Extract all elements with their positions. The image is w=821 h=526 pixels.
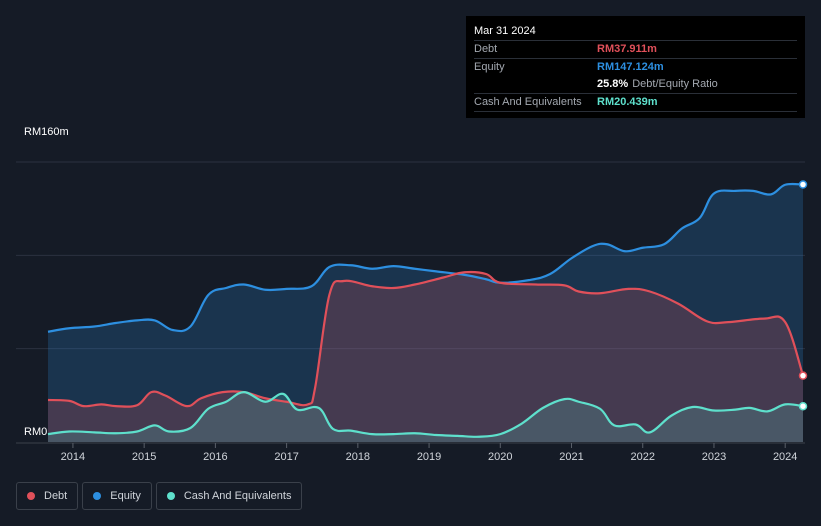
equity-dot-icon [93,492,102,500]
tooltip-row-cash: Cash And Equivalents RM20.439m [474,93,797,112]
debt-end-point [798,371,808,380]
x-tick-label: 2022 [630,451,654,463]
tooltip-date: Mar 31 2024 [474,25,536,37]
legend: Debt Equity Cash And Equivalents [16,482,303,510]
legend-item-cash[interactable]: Cash And Equivalents [155,482,303,510]
tooltip-debt-label: Debt [474,43,498,55]
tooltip-row-equity: Equity RM147.124m [474,58,797,76]
tooltip-ratio-label [474,76,597,93]
x-tick-label: 2017 [274,451,298,463]
y-bottom-label: RM0 [24,426,47,438]
x-tick-label: 2019 [417,451,441,463]
legend-equity-label: Equity [110,490,141,502]
tooltip-cash-value: RM20.439m [597,96,658,108]
x-tick-label: 2023 [702,451,726,463]
tooltip-row-ratio: 25.8% Debt/Equity Ratio [474,76,797,93]
x-tick-label: 2015 [132,451,156,463]
debt-dot-icon [27,492,35,500]
legend-debt-label: Debt [44,490,68,502]
cash-dot-icon [166,492,175,500]
x-tick-label: 2014 [61,451,85,463]
tooltip-equity-value: RM147.124m [597,61,664,73]
cash-and-equivalents-line [47,391,804,438]
x-tick-label: 2016 [203,451,227,463]
legend-cash-label: Cash And Equivalents [183,490,292,502]
equity-end-point [798,180,808,189]
tooltip-ratio-suffix: Debt/Equity Ratio [632,78,718,90]
x-tick-label: 2018 [346,451,370,463]
legend-item-equity[interactable]: Equity [82,482,152,510]
cash-and-equivalents-end-point [798,401,808,411]
x-tick-label: 2021 [559,451,583,463]
x-tick-label: 2024 [773,451,797,463]
equity-line [47,182,804,333]
equity-area [48,183,803,442]
tooltip-debt-value: RM37.911m [597,43,657,55]
tooltip-cash-label: Cash And Equivalents [474,96,582,108]
y-top-label: RM160m [24,126,69,138]
cash-and-equivalents-area [48,392,803,442]
x-tick-label: 2020 [488,451,512,463]
tooltip-equity-label: Equity [474,61,505,73]
tooltip: Mar 31 2024 Debt RM37.911m Equity RM147.… [466,16,805,118]
debt-area [48,271,803,442]
legend-item-debt[interactable]: Debt [16,482,79,510]
tooltip-row-debt: Debt RM37.911m [474,40,797,58]
debt-line [47,270,805,408]
tooltip-ratio-value: 25.8% [597,78,629,90]
